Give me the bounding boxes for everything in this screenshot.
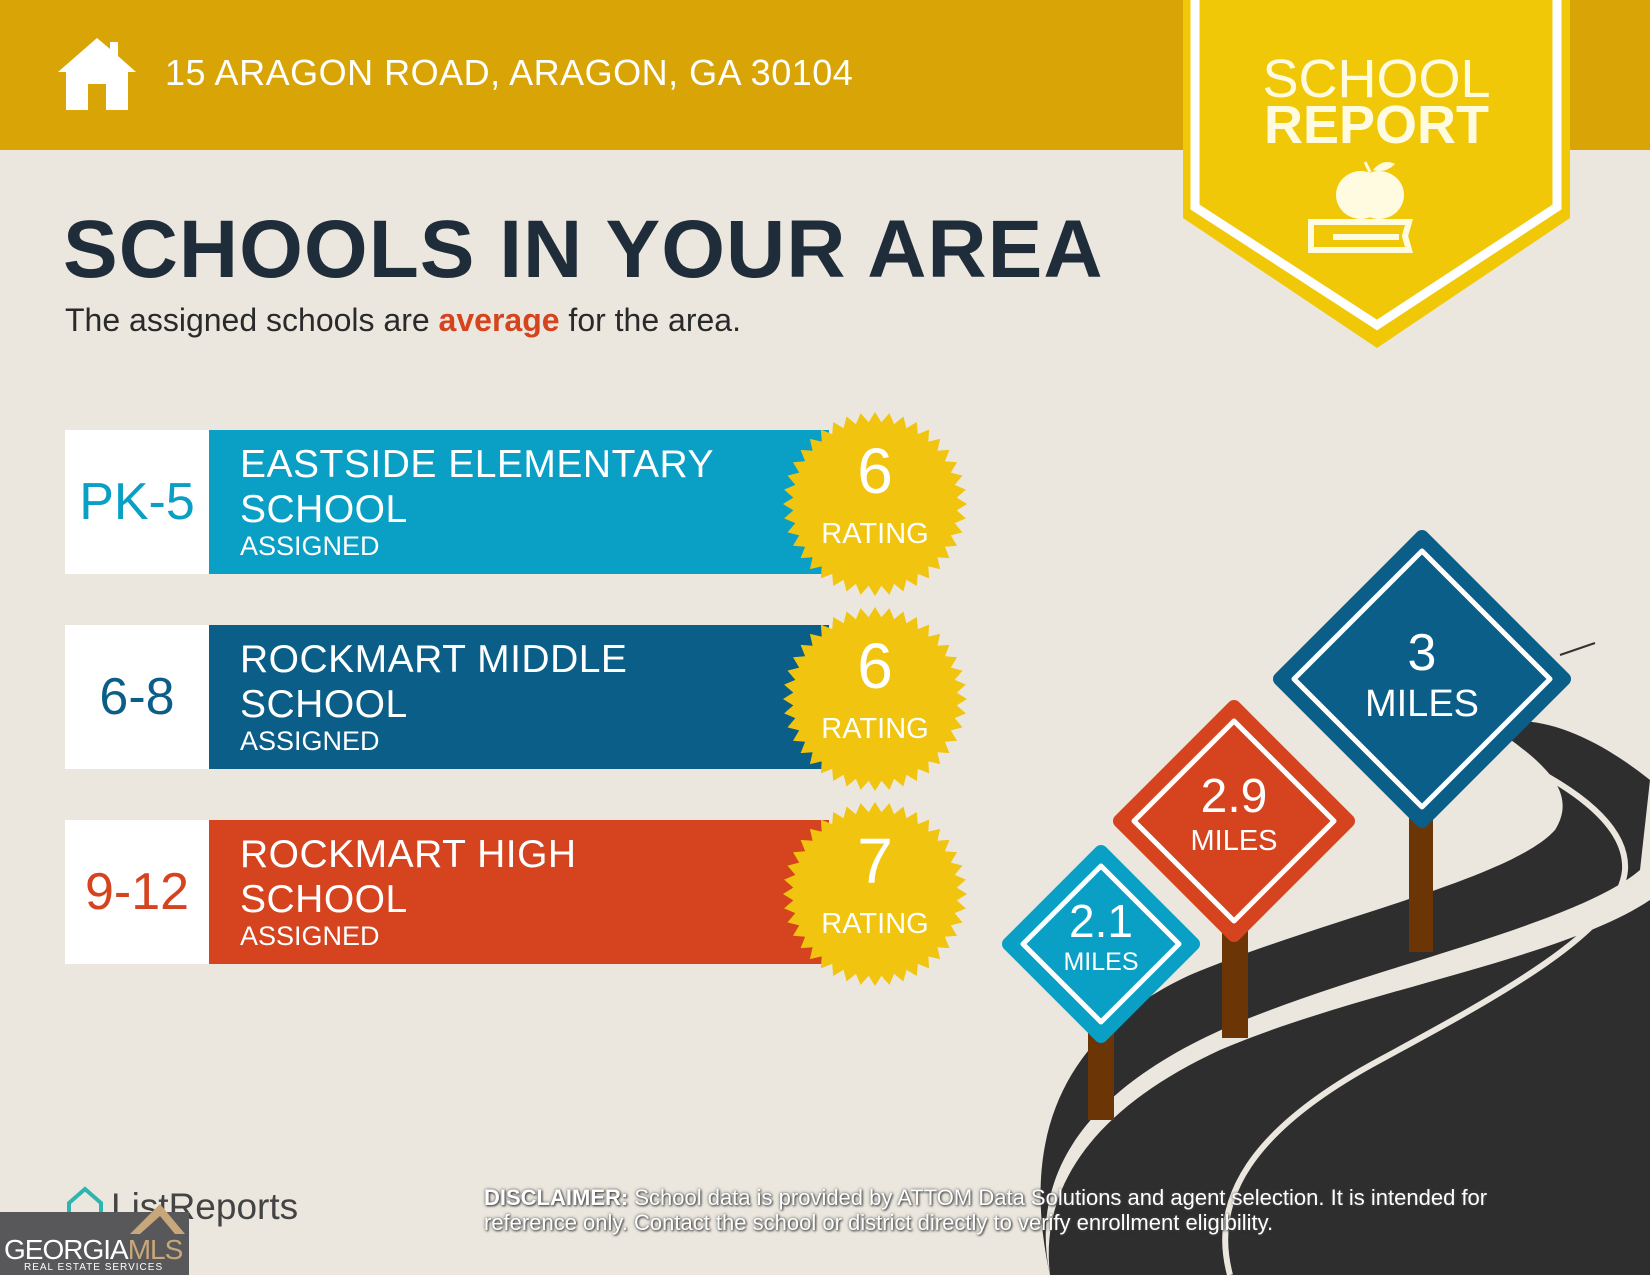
school-row[interactable]: 6-8 ROCKMART MIDDLE SCHOOL ASSIGNED 6 RA… [65,607,967,791]
disclaimer: DISCLAIMER: School data is provided by A… [484,1185,1564,1235]
subtitle: The assigned schools are average for the… [65,302,741,339]
house-icon [58,38,136,110]
school-info: ROCKMART HIGH SCHOOL ASSIGNED [209,820,829,964]
grade-range: PK-5 [65,430,209,574]
georgia-mls-logo: GEORGIAMLS REAL ESTATE SERVICES [0,1204,189,1275]
school-name-line2: SCHOOL [240,683,408,726]
rating-label: RATING [821,713,929,745]
distance-sign [1002,845,1200,1043]
school-info: ROCKMART MIDDLE SCHOOL ASSIGNED [209,625,829,769]
distance-unit: MILES [1364,683,1480,725]
disclaimer-text: School data is provided by ATTOM Data So… [484,1185,1488,1235]
distance-value: 2.1 [1069,895,1133,947]
grade-range: 9-12 [65,820,209,964]
badge-line2: REPORT [1263,95,1490,155]
page-title: SCHOOLS IN YOUR AREA [63,204,1104,295]
rating-seal [783,412,967,596]
distance-sign [1273,530,1571,828]
mls-name: GEORGIA [4,1234,129,1265]
rating-value: 6 [857,630,893,702]
subtitle-text-end: for the area. [559,302,741,338]
property-address: 15 ARAGON ROAD, ARAGON, GA 30104 [165,52,854,93]
school-report-badge [1183,0,1570,348]
distance-unit: MILES [1063,948,1139,976]
rating-label: RATING [821,518,929,550]
subtitle-emphasis: average [438,302,560,338]
school-row[interactable]: PK-5 EASTSIDE ELEMENTARY SCHOOL ASSIGNED… [65,412,967,596]
school-info: EASTSIDE ELEMENTARY SCHOOL ASSIGNED [209,430,829,574]
subtitle-text: The assigned schools are [65,302,439,338]
school-name-line2: SCHOOL [240,878,408,921]
rating-value: 7 [857,825,893,897]
rating-seal [783,802,967,986]
distance-unit: MILES [1190,825,1278,857]
rating-value: 6 [857,435,893,507]
roof-icon [130,1204,185,1234]
rating-seal [783,607,967,791]
school-status: ASSIGNED [240,726,380,756]
school-status: ASSIGNED [240,921,380,951]
school-row[interactable]: 9-12 ROCKMART HIGH SCHOOL ASSIGNED 7 RAT… [65,802,967,986]
school-name-line1: EASTSIDE ELEMENTARY [240,443,715,486]
apple-book-icon [1308,161,1413,253]
disclaimer-label: DISCLAIMER: [484,1185,629,1210]
mls-name-accent: MLS [127,1234,184,1265]
school-status: ASSIGNED [240,531,380,561]
rating-label: RATING [821,908,929,940]
school-name-line1: ROCKMART HIGH [240,833,577,876]
distance-value: 2.9 [1200,770,1268,823]
badge-line1: SCHOOL [1262,49,1491,109]
school-name-line1: ROCKMART MIDDLE [240,638,628,681]
road-centerline [1222,752,1629,1275]
distance-value: 3 [1407,624,1437,682]
distance-sign [1113,700,1355,942]
grade-range: 6-8 [65,625,209,769]
school-name-line2: SCHOOL [240,488,408,531]
mls-tagline: REAL ESTATE SERVICES [24,1262,164,1273]
